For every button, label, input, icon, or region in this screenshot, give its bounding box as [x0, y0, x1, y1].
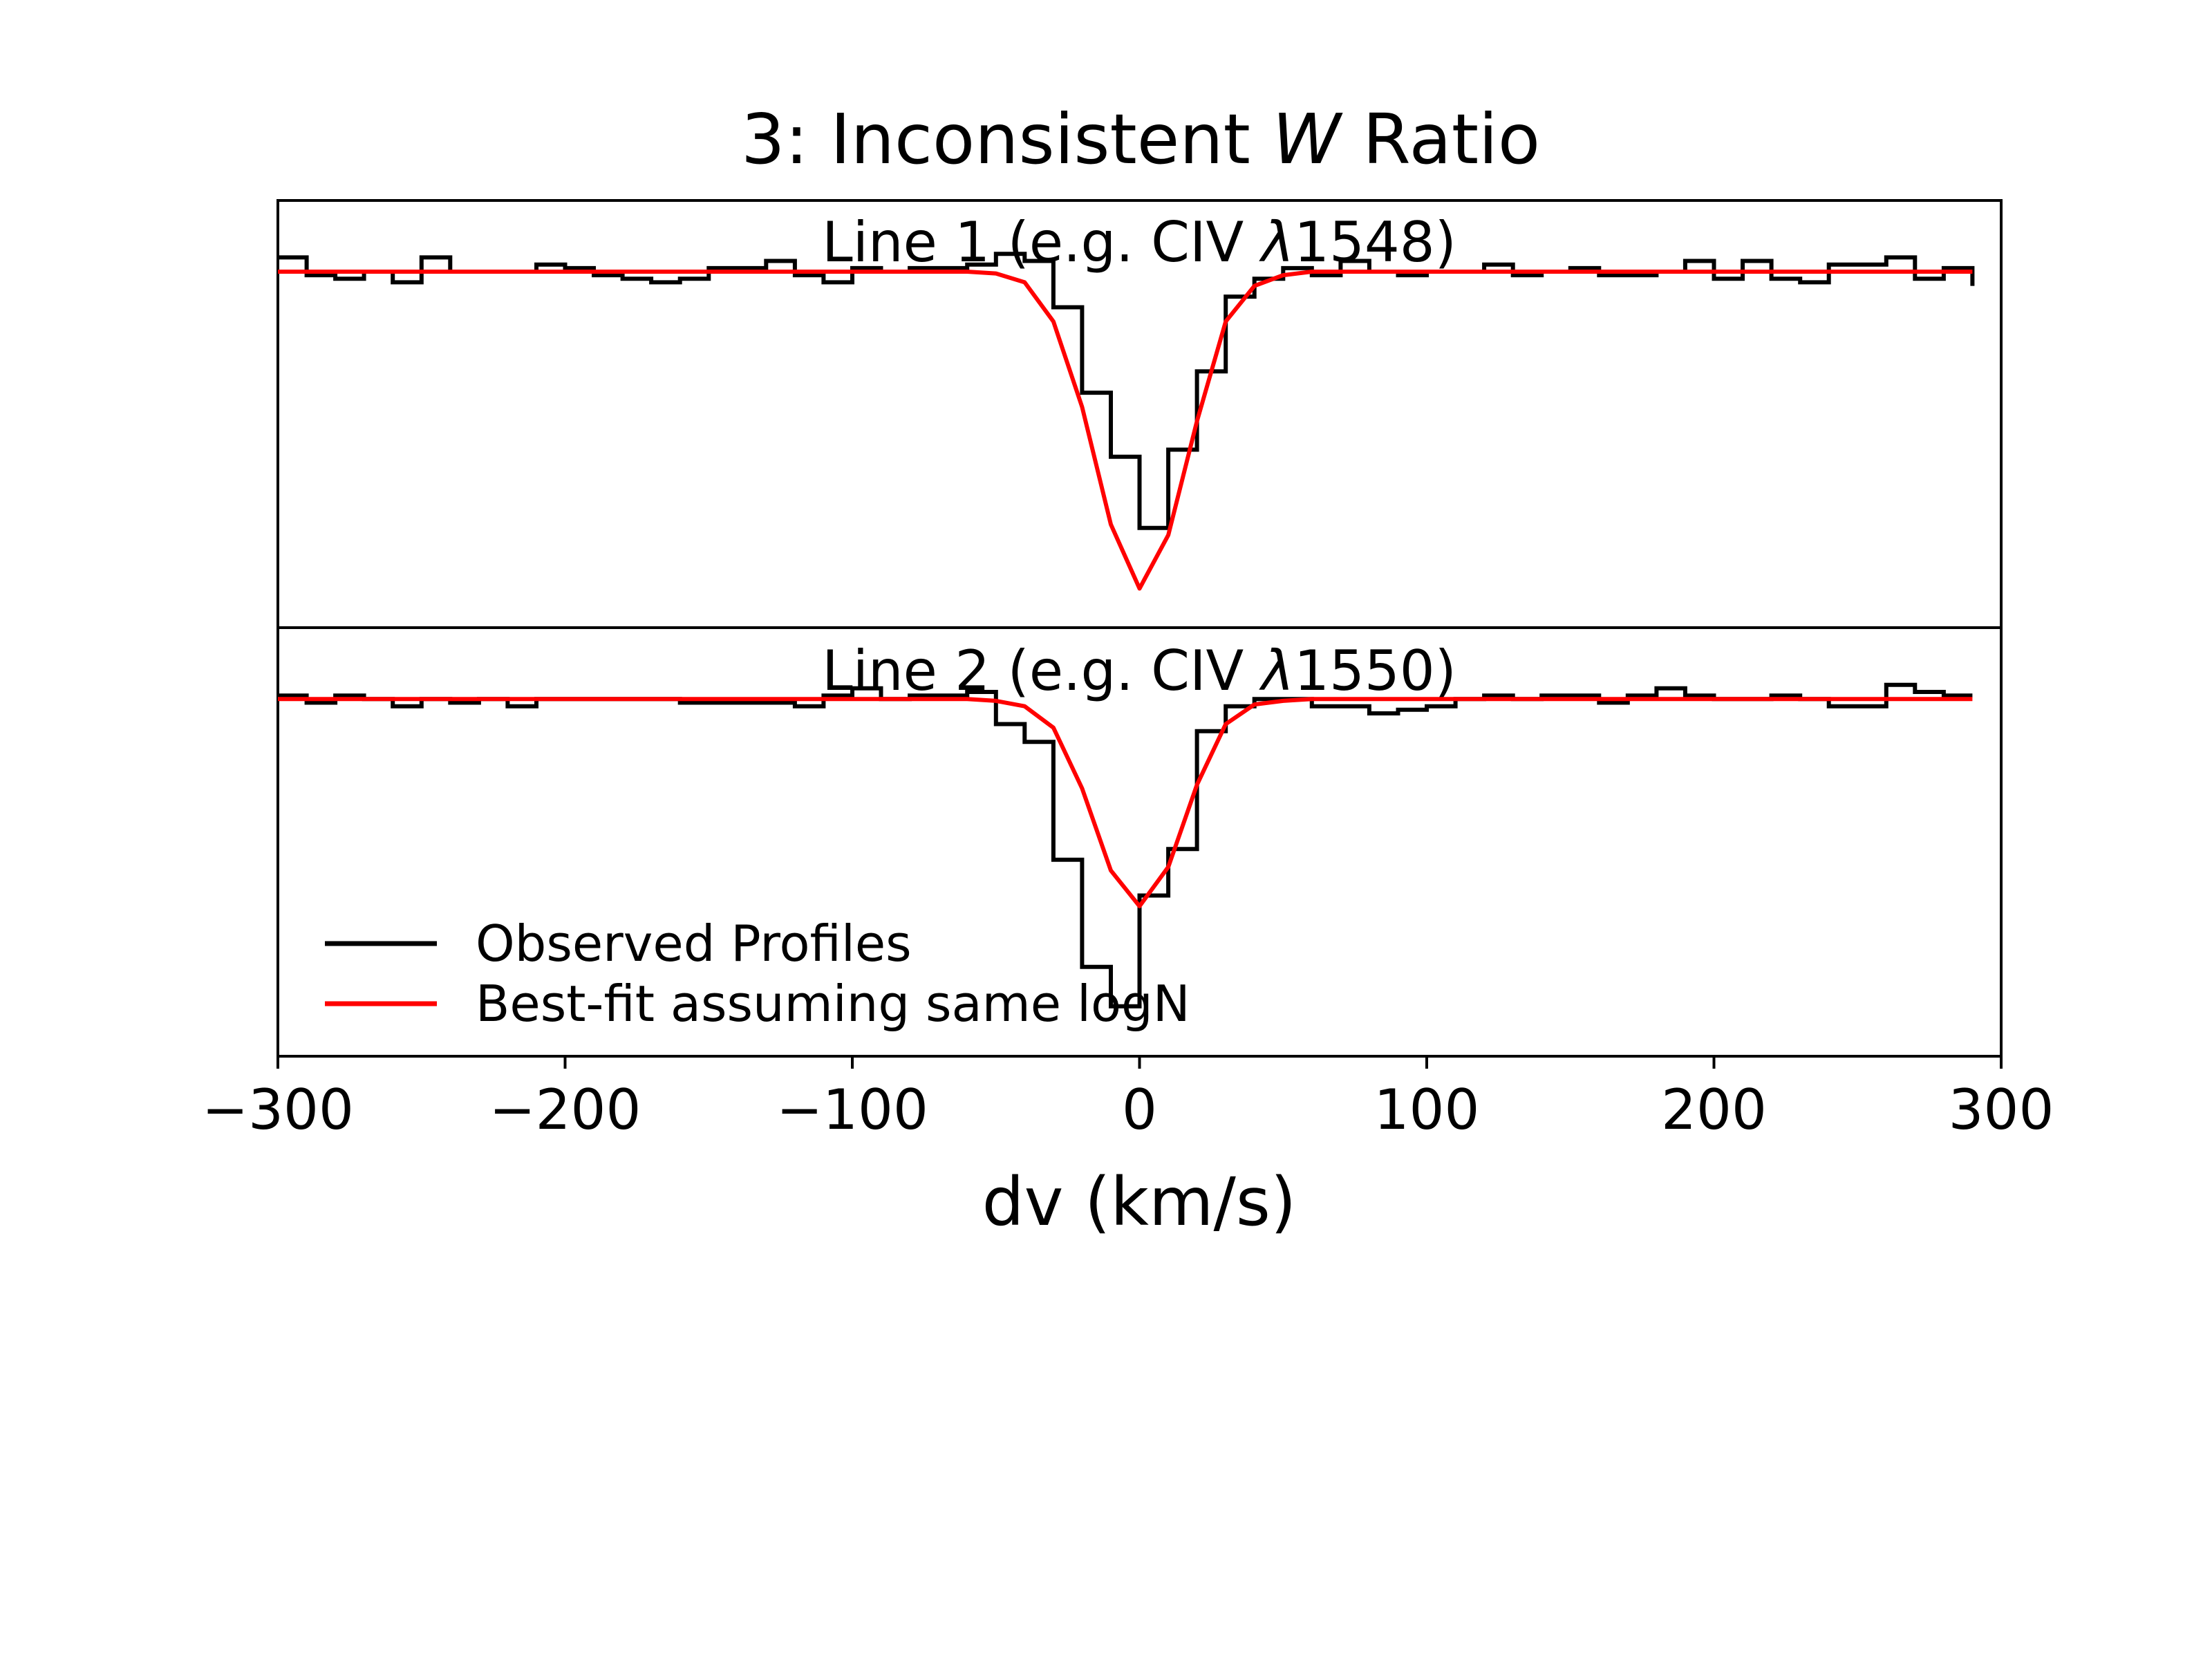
chart-title-italic: W [1273, 99, 1343, 180]
panel-2-label-suffix: 1550) [1294, 639, 1456, 703]
x-tick-label-300: 300 [1949, 1078, 2054, 1142]
legend-label-observed: Observed Profiles [476, 915, 912, 973]
x-tick-label--200: −200 [489, 1078, 641, 1142]
x-axis: −300 −200 −100 0 100 200 300 [202, 1056, 2054, 1142]
panel-1-label-italic: λ [1259, 210, 1294, 274]
panel-1-label: Line 1 (e.g. CIV λ1548) [822, 210, 1456, 274]
panel-2-observed-profile [278, 682, 1973, 1009]
panel-2-label-italic: λ [1259, 639, 1294, 703]
x-tick-label--100: −100 [776, 1078, 928, 1142]
panel-2-label: Line 2 (e.g. CIV λ1550) [822, 639, 1456, 703]
legend-label-fit: Best-fit assuming same logN [476, 975, 1190, 1033]
chart-title-suffix: Ratio [1340, 99, 1540, 180]
chart-title: 3: Inconsistent W Ratio [741, 99, 1540, 180]
x-axis-label: dv (km/s) [982, 1163, 1297, 1241]
panel-line-2: Line 2 (e.g. CIV λ1550) Observed Profile… [276, 626, 2003, 1058]
x-tick-label-0: 0 [1122, 1078, 1157, 1142]
panel-2-best-fit-curve [278, 697, 1973, 908]
panel-1-label-suffix: 1548) [1294, 210, 1456, 274]
panel-1-best-fit-curve [278, 270, 1973, 591]
x-tick-label-100: 100 [1374, 1078, 1480, 1142]
panel-line-1: Line 1 (e.g. CIV λ1548) [276, 199, 2003, 629]
x-tick-label--300: −300 [202, 1078, 354, 1142]
panel-1-label-prefix: Line 1 (e.g. CIV [822, 210, 1262, 274]
panel-1-observed-profile [278, 252, 1975, 530]
x-tick-label-200: 200 [1661, 1078, 1767, 1142]
panel-2-label-prefix: Line 2 (e.g. CIV [822, 639, 1262, 703]
legend: Observed Profiles Best-fit assuming same… [325, 915, 1190, 1033]
chart-title-prefix: 3: Inconsistent [741, 99, 1273, 180]
